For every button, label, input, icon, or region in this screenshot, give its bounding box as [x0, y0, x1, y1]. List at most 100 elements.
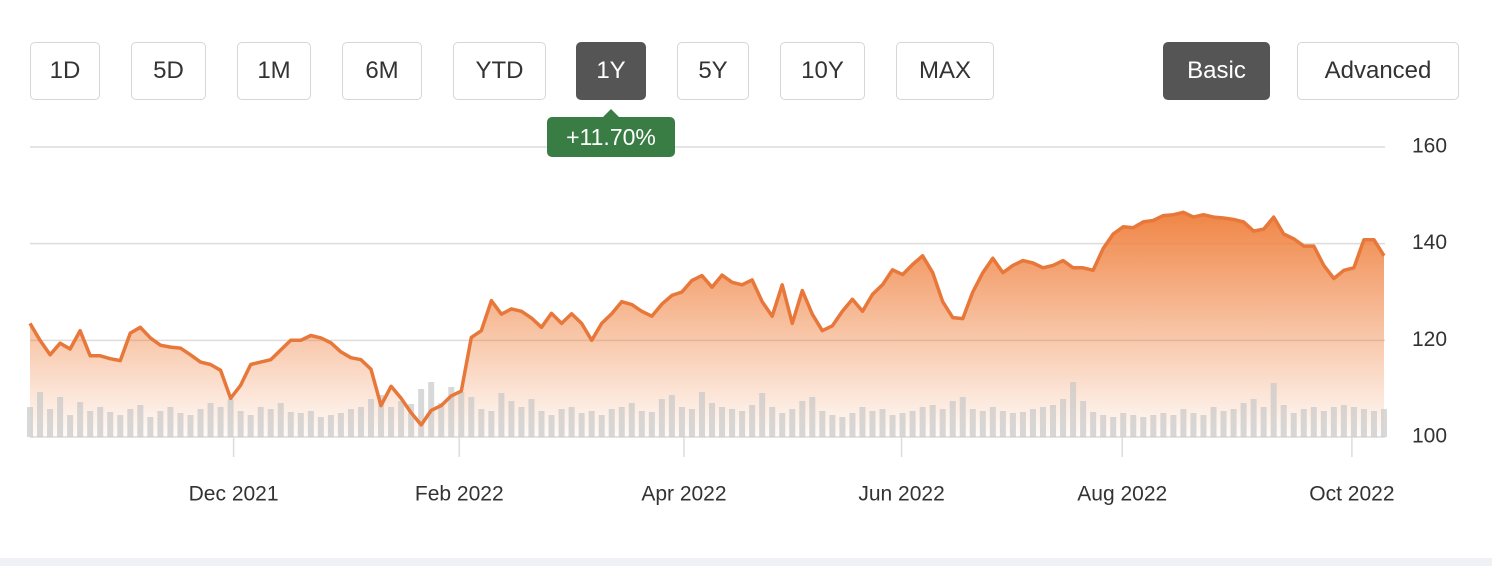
volume-bar [789, 409, 796, 437]
volume-bar [1381, 409, 1387, 437]
volume-bar [568, 407, 575, 437]
range-button[interactable]: YTD [453, 42, 546, 100]
volume-bar [1320, 411, 1327, 437]
volume-bar [849, 413, 856, 437]
volume-bar [488, 411, 495, 437]
volume-bar [528, 399, 535, 437]
volume-bar [1360, 409, 1367, 437]
volume-bar [1110, 417, 1117, 437]
volume-bar [1160, 413, 1167, 437]
volume-bar [117, 415, 124, 437]
volume-bar [127, 409, 134, 437]
volume-bar [147, 417, 154, 437]
volume-bar [187, 415, 194, 437]
volume-bar [759, 393, 766, 437]
volume-bar [658, 399, 665, 437]
y-tick-label: 160 [1412, 135, 1447, 158]
volume-bar [1370, 411, 1377, 437]
volume-bar [388, 407, 395, 437]
volume-bar [899, 413, 906, 437]
volume-bar [648, 412, 655, 437]
mode-button[interactable]: Basic [1163, 42, 1270, 100]
volume-bar [1310, 407, 1317, 437]
volume-bar [107, 412, 114, 437]
range-button[interactable]: MAX [896, 42, 994, 100]
volume-bar [177, 413, 184, 437]
volume-bar [1019, 412, 1026, 437]
volume-bar [538, 411, 545, 437]
volume-bar [1200, 415, 1207, 437]
mode-button[interactable]: Advanced [1297, 42, 1459, 100]
volume-bar [237, 411, 244, 437]
volume-bar [398, 401, 405, 437]
volume-bar [1350, 407, 1357, 437]
volume-bar [608, 409, 615, 437]
volume-bar [989, 407, 996, 437]
volume-bar [277, 403, 284, 437]
volume-bar [698, 392, 705, 437]
volume-bar [77, 402, 84, 437]
volume-bar [1090, 412, 1097, 437]
volume-bar [779, 413, 786, 437]
volume-bar [1260, 407, 1267, 437]
volume-bar [719, 407, 726, 437]
y-tick-label: 120 [1412, 328, 1447, 351]
volume-bar [438, 403, 445, 437]
volume-bar [247, 415, 254, 437]
volume-bar [1250, 399, 1257, 437]
volume-bar [257, 407, 264, 437]
volume-bar [1220, 411, 1227, 437]
volume-bar [598, 415, 605, 437]
volume-bar [1210, 407, 1217, 437]
volume-bar [1300, 409, 1307, 437]
volume-bar [1140, 417, 1147, 437]
volume-bar [458, 392, 465, 437]
volume-bar [478, 409, 485, 437]
volume-bar [1060, 399, 1067, 437]
volume-bar [368, 399, 375, 437]
volume-bar [317, 417, 324, 437]
volume-bar [668, 395, 675, 437]
volume-bar [1190, 413, 1197, 437]
footer-strip [0, 558, 1492, 566]
volume-bar [939, 409, 946, 437]
volume-bar [819, 411, 826, 437]
volume-bar [157, 411, 164, 437]
volume-bar [378, 395, 385, 437]
volume-bar [548, 415, 555, 437]
volume-bar [287, 412, 294, 437]
x-tick-label: Dec 2021 [189, 483, 279, 506]
volume-bar [859, 407, 866, 437]
range-button[interactable]: 5Y [677, 42, 749, 100]
volume-bar [959, 397, 966, 437]
volume-bar [949, 401, 956, 437]
volume-bar [558, 409, 565, 437]
volume-bar [508, 401, 515, 437]
volume-bar [207, 403, 214, 437]
range-button[interactable]: 1M [237, 42, 311, 100]
range-button[interactable]: 6M [342, 42, 422, 100]
volume-bar [1120, 413, 1127, 437]
range-button[interactable]: 1Y [576, 42, 646, 100]
volume-bar [197, 409, 204, 437]
range-button[interactable]: 10Y [780, 42, 865, 100]
price-line [28, 210, 1386, 427]
volume-bar [267, 409, 274, 437]
range-button[interactable]: 1D [30, 42, 100, 100]
range-button[interactable]: 5D [131, 42, 206, 100]
volume-bar [518, 407, 525, 437]
volume-bar [498, 393, 505, 437]
volume-bar [879, 409, 886, 437]
volume-bar [418, 389, 425, 437]
volume-bar [347, 409, 354, 437]
volume-bar [889, 415, 896, 437]
volume-bar [678, 407, 685, 437]
volume-bar [57, 397, 64, 437]
volume-bar [839, 417, 846, 437]
volume-bar [1039, 407, 1046, 437]
volume-bar [799, 401, 806, 437]
volume-bar [37, 392, 44, 437]
volume-bar [588, 411, 595, 437]
volume-bar [809, 397, 816, 437]
